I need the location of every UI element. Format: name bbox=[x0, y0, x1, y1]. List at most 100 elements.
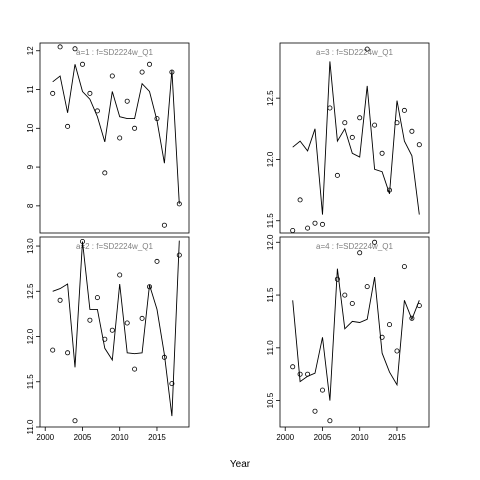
observed-point bbox=[297, 197, 303, 203]
y-tick-label: 11 bbox=[26, 85, 35, 94]
observed-point bbox=[379, 150, 385, 156]
observed-point bbox=[176, 201, 182, 207]
observed-point bbox=[409, 315, 415, 321]
observed-point bbox=[394, 120, 400, 126]
observed-point bbox=[357, 115, 363, 121]
x-tick-label: 2015 bbox=[388, 433, 406, 442]
observed-point bbox=[401, 107, 407, 113]
panel-frame bbox=[39, 236, 190, 428]
observed-point bbox=[87, 90, 93, 96]
y-tick-label: 8 bbox=[26, 203, 35, 208]
observed-point bbox=[57, 297, 63, 303]
observed-point bbox=[161, 354, 167, 360]
panel-a3: a=3 : f=SD2224w_Q1 11.5 12.0 12.5 bbox=[266, 42, 430, 234]
observed-point bbox=[94, 295, 100, 301]
panel-title: a=1 : f=SD2224w_Q1 bbox=[76, 48, 153, 57]
observed-point bbox=[290, 364, 296, 370]
observed-point bbox=[80, 238, 86, 244]
observed-point bbox=[146, 284, 152, 290]
observed-point bbox=[72, 46, 78, 52]
observed-point bbox=[87, 317, 93, 323]
observed-point bbox=[379, 334, 385, 340]
observed-point bbox=[94, 108, 100, 114]
y-tick-label: 11.0 bbox=[266, 340, 275, 356]
y-tick-label: 12.0 bbox=[266, 151, 275, 167]
observed-point bbox=[132, 366, 138, 372]
observed-point bbox=[386, 187, 392, 193]
observed-point bbox=[372, 122, 378, 128]
y-tick-label: 11.5 bbox=[266, 287, 275, 303]
observed-point bbox=[65, 350, 71, 356]
observed-point bbox=[334, 276, 340, 282]
observed-point bbox=[349, 300, 355, 306]
y-tick-label: 12.0 bbox=[266, 234, 275, 250]
observed-point bbox=[176, 252, 182, 258]
y-tick-label: 12.0 bbox=[26, 328, 35, 344]
observed-point bbox=[290, 227, 296, 233]
observed-point bbox=[117, 272, 123, 278]
observed-point bbox=[80, 61, 86, 67]
y-tick-label: 12.5 bbox=[26, 283, 35, 299]
observed-point bbox=[364, 284, 370, 290]
x-tick-label: 2015 bbox=[148, 433, 166, 442]
observed-point bbox=[312, 220, 318, 226]
observed-point bbox=[357, 250, 363, 256]
observed-point bbox=[102, 336, 108, 342]
y-tick-label: 11.5 bbox=[26, 374, 35, 390]
panel-frame bbox=[39, 42, 190, 234]
panel-title: a=3 : f=SD2224w_Q1 bbox=[316, 48, 393, 57]
observed-point bbox=[139, 315, 145, 321]
observed-point bbox=[319, 221, 325, 227]
observed-point bbox=[409, 128, 415, 134]
y-tick-label: 11.5 bbox=[266, 213, 275, 229]
observed-point bbox=[146, 61, 152, 67]
observed-point bbox=[132, 125, 138, 131]
observed-point bbox=[349, 134, 355, 140]
y-tick-label: 9 bbox=[26, 164, 35, 169]
observed-point bbox=[386, 322, 392, 328]
panel-frame bbox=[279, 236, 430, 428]
observed-point bbox=[117, 135, 123, 141]
observed-point bbox=[319, 387, 325, 393]
x-tick-label: 2005 bbox=[314, 433, 332, 442]
x-tick-label: 2010 bbox=[351, 433, 369, 442]
observed-point bbox=[139, 69, 145, 75]
fitted-line bbox=[52, 64, 180, 204]
y-tick-label: 11.0 bbox=[26, 419, 35, 435]
observed-point bbox=[109, 327, 115, 333]
panel-a4: a=4 : f=SD2224w_Q1 10.5 11.0 11.5 12.0 2000 20… bbox=[266, 234, 430, 442]
x-tick-label: 2000 bbox=[276, 433, 294, 442]
observed-point bbox=[65, 123, 71, 129]
panel-frame bbox=[279, 42, 430, 234]
observed-point bbox=[154, 116, 160, 122]
observed-point bbox=[305, 371, 311, 377]
observed-point bbox=[372, 239, 378, 245]
observed-point bbox=[169, 381, 175, 387]
observed-point bbox=[394, 348, 400, 354]
observed-point bbox=[102, 170, 108, 176]
observed-point bbox=[154, 258, 160, 264]
observed-point bbox=[297, 371, 303, 377]
observed-point bbox=[327, 105, 333, 111]
panel-a2: a=2 : f=SD2224w_Q1 11.0 11.5 12.0 12.5 13.0 20… bbox=[26, 236, 190, 442]
y-tick-label: 12.5 bbox=[266, 90, 275, 106]
x-tick-label: 2010 bbox=[111, 433, 129, 442]
x-tick-label: 2000 bbox=[36, 433, 54, 442]
observed-point bbox=[312, 408, 318, 414]
fitted-line bbox=[292, 61, 420, 215]
observed-point bbox=[334, 172, 340, 178]
fitted-line bbox=[292, 268, 420, 401]
observed-point bbox=[305, 225, 311, 231]
y-tick-label: 12 bbox=[26, 46, 35, 55]
observed-point bbox=[109, 73, 115, 79]
observed-point bbox=[57, 44, 63, 50]
y-tick-label: 10 bbox=[26, 123, 35, 132]
observed-point bbox=[50, 347, 56, 353]
observed-point bbox=[416, 142, 422, 148]
panel-title: a=2 : f=SD2224w_Q1 bbox=[76, 242, 153, 251]
observed-point bbox=[169, 69, 175, 75]
observed-point bbox=[342, 120, 348, 126]
fitted-line bbox=[52, 240, 180, 417]
panel-a1: a=1 : f=SD2224w_Q1 8 9 10 11 12 bbox=[26, 42, 190, 234]
